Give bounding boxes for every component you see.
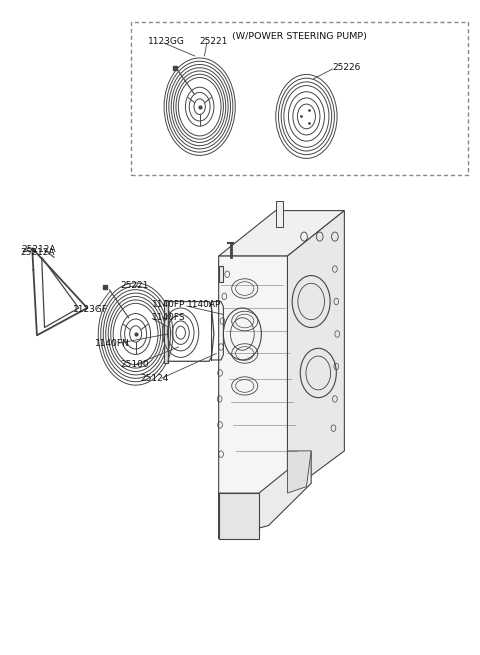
Polygon shape	[219, 211, 344, 256]
Polygon shape	[219, 451, 311, 538]
Text: 1140FS: 1140FS	[152, 312, 186, 322]
Text: 25221: 25221	[200, 37, 228, 47]
Polygon shape	[219, 493, 259, 538]
Text: 25212A: 25212A	[22, 245, 56, 254]
Polygon shape	[288, 211, 344, 493]
Polygon shape	[219, 256, 288, 538]
Polygon shape	[276, 201, 283, 227]
Text: 1140AP: 1140AP	[187, 300, 221, 309]
Text: 25226: 25226	[333, 64, 361, 72]
Text: (W/POWER STEERING PUMP): (W/POWER STEERING PUMP)	[232, 32, 367, 41]
Text: 25212A: 25212A	[21, 248, 55, 257]
Polygon shape	[164, 299, 168, 364]
Polygon shape	[219, 266, 223, 282]
Text: 1123GF: 1123GF	[73, 305, 108, 314]
Text: 1140FP: 1140FP	[152, 300, 186, 309]
Text: 25124: 25124	[140, 373, 169, 383]
Text: 1140FN: 1140FN	[96, 339, 130, 348]
Polygon shape	[288, 451, 311, 493]
Text: 25221: 25221	[120, 281, 149, 290]
Text: 25100: 25100	[120, 360, 149, 369]
Text: 1123GG: 1123GG	[147, 37, 184, 47]
